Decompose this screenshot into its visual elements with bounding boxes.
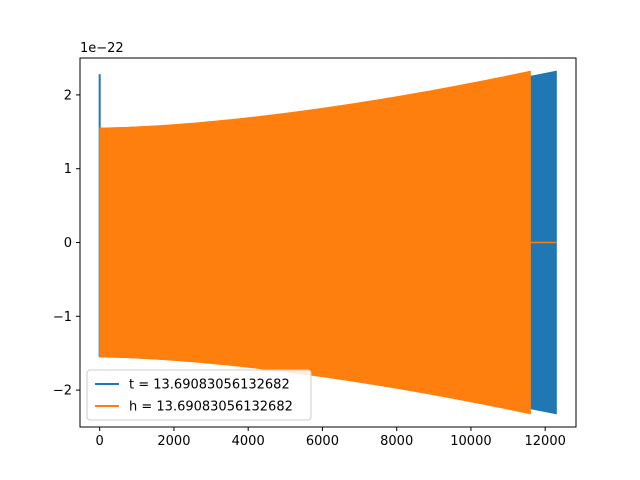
y-tick-label: −1 [53,310,72,325]
y-tick-label: 1 [64,162,72,177]
x-tick-label: 10000 [450,434,491,449]
y-offset-text: 1e−22 [80,41,124,56]
y-tick-label: 2 [64,88,72,103]
x-tick-label: 12000 [525,434,566,449]
series-h [99,70,557,415]
x-tick-label: 6000 [306,434,339,449]
legend-label: t = 13.69083056132682 [129,378,290,393]
x-tick-label: 2000 [157,434,190,449]
legend-box [86,369,312,421]
x-tick-label: 4000 [232,434,265,449]
x-tick-label: 0 [96,434,104,449]
y-tick-label: −2 [53,384,72,399]
series-envelope [99,70,531,415]
x-tick-label: 8000 [380,434,413,449]
y-tick-label: 0 [64,236,72,251]
legend-label: h = 13.69083056132682 [129,400,293,415]
legend: t = 13.69083056132682 h = 13.690830561326… [86,369,312,421]
